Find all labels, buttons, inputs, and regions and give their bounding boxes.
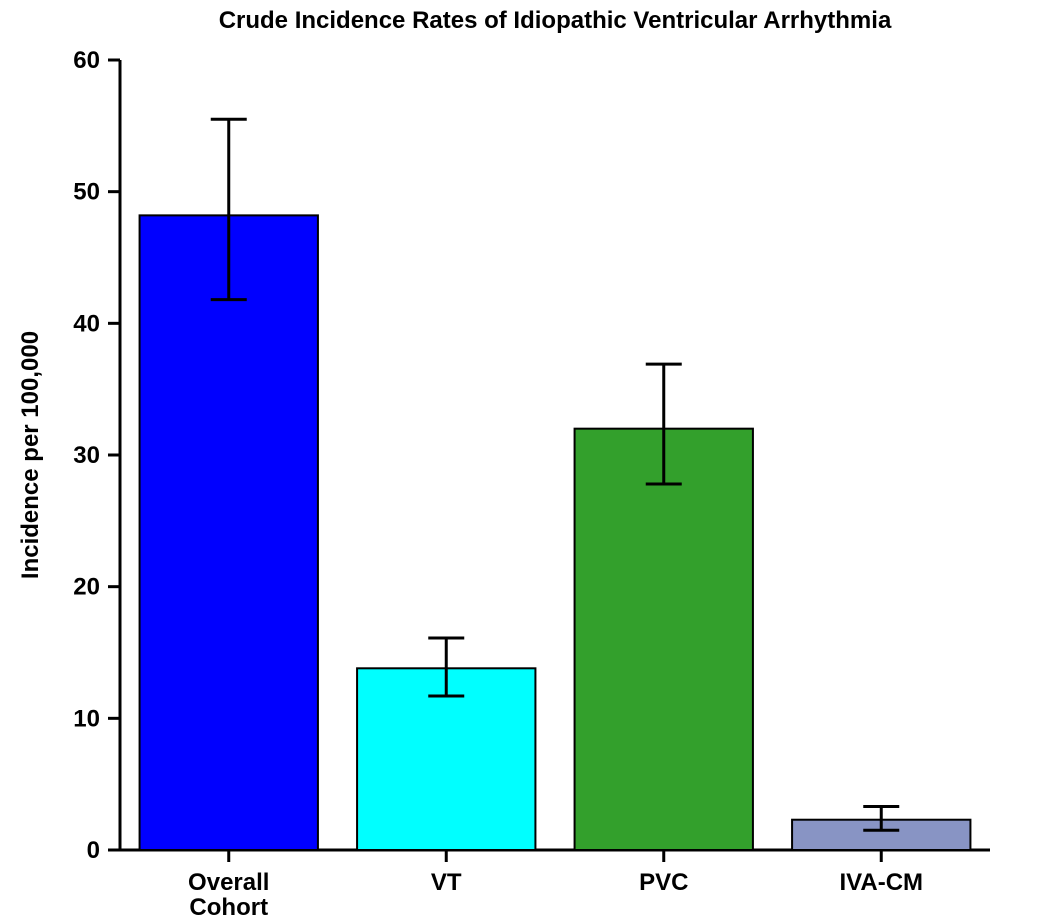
x-tick-label: OverallCohort — [188, 869, 269, 919]
bar-chart: Crude Incidence Rates of Idiopathic Vent… — [0, 0, 1050, 919]
x-tick-label: IVA-CM — [839, 869, 923, 896]
bar — [575, 429, 753, 850]
chart-title: Crude Incidence Rates of Idiopathic Vent… — [219, 7, 892, 34]
y-tick-label: 10 — [73, 705, 100, 732]
y-tick-label: 40 — [73, 310, 100, 337]
y-tick-label: 20 — [73, 574, 100, 601]
y-tick-label: 30 — [73, 442, 100, 469]
bar — [140, 215, 318, 850]
y-tick-label: 0 — [87, 837, 100, 864]
x-tick-label: PVC — [639, 869, 688, 896]
chart-container: Crude Incidence Rates of Idiopathic Vent… — [0, 0, 1050, 919]
y-tick-label: 60 — [73, 47, 100, 74]
x-tick-label: VT — [431, 869, 462, 896]
y-tick-label: 50 — [73, 179, 100, 206]
y-axis-label: Incidence per 100,000 — [17, 331, 44, 579]
